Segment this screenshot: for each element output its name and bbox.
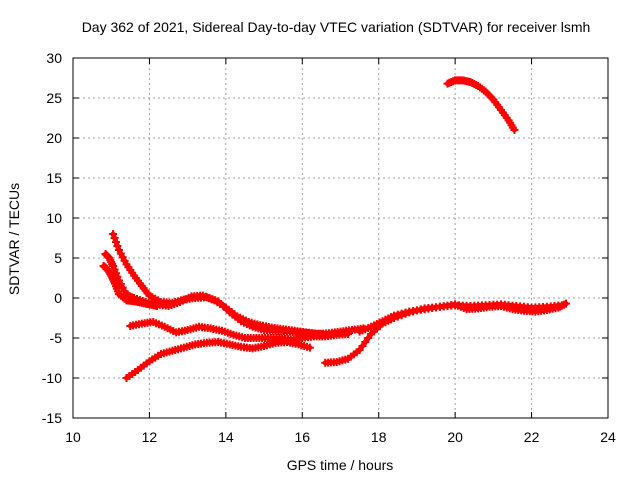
x-tick-label: 22 bbox=[524, 429, 540, 445]
y-tick-label: -15 bbox=[42, 410, 62, 426]
y-tick-label: 0 bbox=[54, 290, 62, 306]
y-tick-label: 10 bbox=[46, 210, 62, 226]
y-tick-label: 20 bbox=[46, 130, 62, 146]
y-tick-label: 25 bbox=[46, 90, 62, 106]
series-band bbox=[110, 231, 324, 337]
x-tick-label: 24 bbox=[600, 429, 616, 445]
y-tick-label: 30 bbox=[46, 50, 62, 66]
y-tick-label: -5 bbox=[50, 330, 63, 346]
data-point bbox=[305, 343, 314, 352]
data-point bbox=[344, 330, 353, 338]
series-arc-h bbox=[443, 76, 519, 134]
series-arc-g bbox=[355, 300, 567, 336]
x-tick-label: 14 bbox=[218, 429, 234, 445]
data-point bbox=[558, 301, 567, 310]
y-tick-label: 15 bbox=[46, 170, 62, 186]
data-point bbox=[109, 230, 118, 238]
x-tick-label: 18 bbox=[371, 429, 387, 445]
data-points bbox=[99, 76, 570, 382]
grid bbox=[73, 58, 608, 418]
data-point bbox=[110, 234, 119, 242]
x-tick-label: 10 bbox=[65, 429, 81, 445]
chart-title: Day 362 of 2021, Sidereal Day-to-day VTE… bbox=[82, 19, 591, 35]
x-tick-label: 16 bbox=[294, 429, 310, 445]
data-point bbox=[510, 126, 519, 134]
series-arc-c bbox=[99, 262, 162, 310]
x-axis-label: GPS time / hours bbox=[287, 457, 394, 473]
data-point bbox=[113, 242, 122, 250]
y-axis-label: SDTVAR / TECUs bbox=[6, 183, 22, 295]
y-tick-label: -10 bbox=[42, 370, 62, 386]
x-tick-label: 12 bbox=[142, 429, 158, 445]
x-tick-label: 20 bbox=[447, 429, 463, 445]
axis-ticks: 10 12 14 16 18 20 22 24 -15 -10 -5 0 5 10 15 20 25 30 bbox=[42, 50, 616, 445]
plot-frame bbox=[72, 57, 609, 419]
series-arc-d bbox=[126, 318, 353, 344]
data-point bbox=[153, 302, 162, 310]
series-arc-e bbox=[122, 338, 314, 382]
data-point bbox=[112, 238, 120, 246]
y-tick-label: 5 bbox=[54, 250, 62, 266]
